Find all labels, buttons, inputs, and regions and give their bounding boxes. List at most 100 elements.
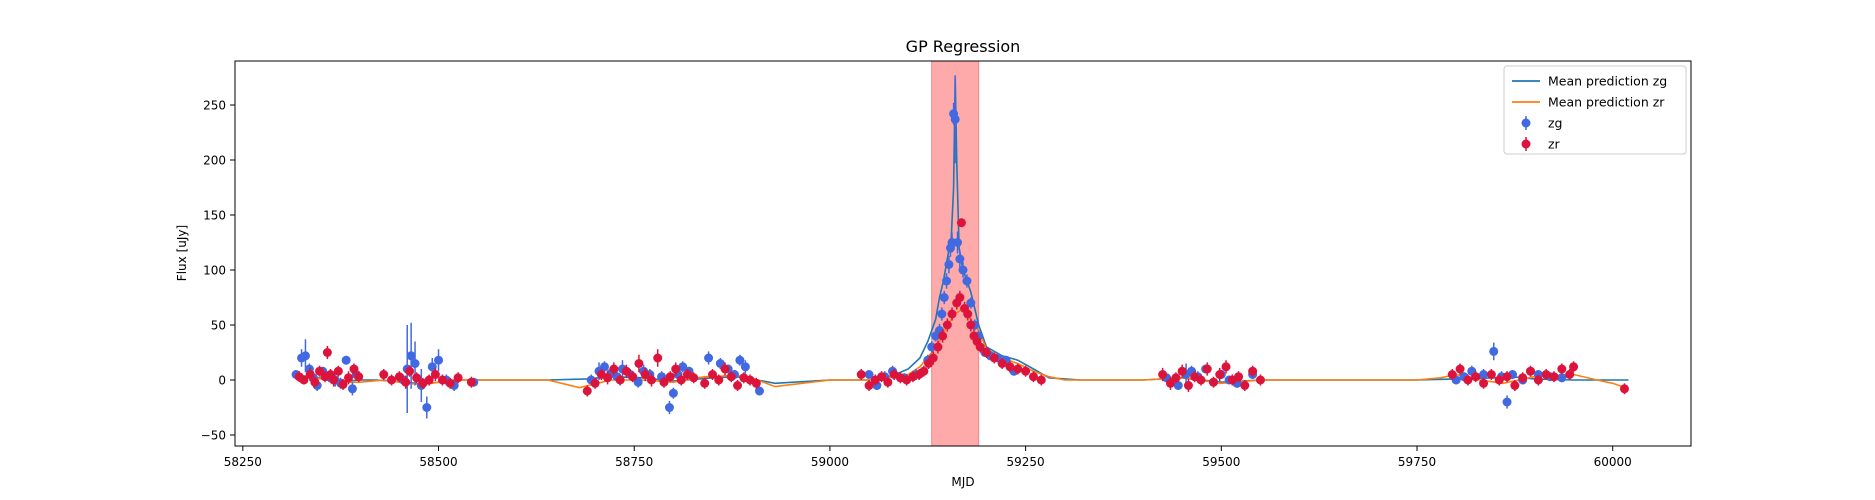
zr-point	[938, 329, 948, 343]
x-tick-label: 59250	[1007, 455, 1045, 469]
zr-point	[751, 377, 761, 389]
zr-marker	[1215, 370, 1225, 379]
zr-marker	[942, 320, 952, 330]
zr-point	[405, 365, 415, 377]
zr-point	[966, 318, 976, 332]
zr-point	[659, 376, 669, 388]
zg-point	[953, 231, 963, 254]
zr-marker	[405, 366, 415, 376]
zr-marker	[1158, 370, 1168, 379]
zr-marker	[1021, 366, 1031, 376]
zg-point	[1502, 395, 1512, 409]
y-axis-label: Flux [uJy]	[175, 225, 189, 281]
zg-point	[955, 250, 965, 268]
zr-marker	[1208, 377, 1218, 387]
zr-marker	[1234, 372, 1244, 382]
zr-point	[412, 372, 422, 384]
legend-label-zr: zr	[1548, 137, 1561, 152]
zg-marker	[427, 362, 437, 372]
zg-point	[864, 370, 874, 379]
x-tick-label: 59750	[1398, 455, 1436, 469]
zr-point	[344, 371, 354, 385]
zr-marker	[394, 372, 404, 382]
zr-point	[299, 375, 309, 385]
zr-marker	[354, 372, 364, 382]
zg-point	[1557, 373, 1567, 383]
zr-point	[1455, 363, 1465, 375]
zr-point	[1486, 369, 1496, 380]
zg-marker	[704, 353, 714, 363]
zr-marker	[956, 218, 966, 228]
zg-marker	[950, 114, 960, 124]
zg-marker	[664, 403, 674, 412]
zr-point	[997, 358, 1007, 369]
zr-marker	[1013, 364, 1023, 374]
zr-point	[1533, 374, 1543, 386]
zr-point	[671, 362, 681, 376]
zr-point	[640, 367, 650, 382]
zr-marker	[947, 309, 957, 319]
zr-point	[305, 367, 315, 382]
zr-marker	[1221, 362, 1231, 372]
zr-point	[354, 371, 364, 383]
zr-marker	[1479, 378, 1489, 388]
zr-marker	[646, 375, 656, 385]
zr-marker	[424, 375, 434, 385]
zr-point	[1447, 369, 1457, 380]
x-tick-label: 60000	[1594, 455, 1632, 469]
legend-marker-zr	[1521, 139, 1531, 149]
zg-marker	[962, 276, 972, 286]
zr-point	[1005, 361, 1015, 373]
zr-marker	[1005, 362, 1015, 372]
zr-marker	[938, 331, 948, 341]
zg-marker	[1479, 370, 1489, 379]
zr-point	[708, 369, 718, 380]
zr-marker	[1455, 364, 1465, 374]
zg-point	[678, 361, 688, 373]
zr-marker	[310, 377, 320, 387]
zr-point	[1013, 363, 1023, 375]
zr-marker	[933, 342, 943, 352]
zr-marker	[387, 375, 397, 385]
zr-point	[1518, 372, 1528, 384]
zr-point	[975, 341, 985, 353]
zr-marker	[590, 378, 600, 388]
zr-point	[981, 347, 991, 358]
zr-marker	[981, 348, 991, 357]
zg-marker	[944, 260, 954, 269]
zr-point	[1021, 365, 1031, 377]
zr-marker	[955, 293, 965, 302]
zr-point	[1202, 362, 1212, 376]
zr-marker	[975, 342, 985, 352]
zr-marker	[1549, 372, 1559, 382]
zr-marker	[726, 372, 736, 382]
zr-marker	[1028, 372, 1038, 382]
zr-marker	[634, 359, 644, 368]
zr-point	[1565, 369, 1575, 380]
zr-marker	[344, 373, 354, 383]
zg-point	[422, 396, 432, 419]
zr-point	[646, 373, 656, 387]
zg-marker	[1489, 346, 1499, 356]
zr-point	[1183, 378, 1193, 393]
zr-point	[714, 374, 724, 386]
zr-marker	[1255, 375, 1265, 385]
zr-marker	[966, 320, 976, 330]
legend-box	[1503, 65, 1687, 155]
zr-marker	[864, 381, 874, 390]
zg-marker	[633, 377, 643, 387]
zg-marker	[937, 309, 947, 319]
zr-point	[315, 365, 325, 377]
zr-point	[963, 307, 973, 321]
zr-marker	[582, 386, 592, 396]
zg-marker	[740, 362, 750, 372]
zr-point	[1248, 365, 1258, 377]
zr-marker	[609, 364, 619, 374]
x-tick-label: 59000	[811, 455, 849, 469]
zr-marker	[1447, 370, 1457, 379]
zr-point	[1541, 369, 1551, 380]
zr-marker	[883, 377, 893, 387]
zg-marker	[300, 351, 310, 361]
zr-marker	[997, 359, 1007, 368]
zg-point	[939, 290, 949, 305]
